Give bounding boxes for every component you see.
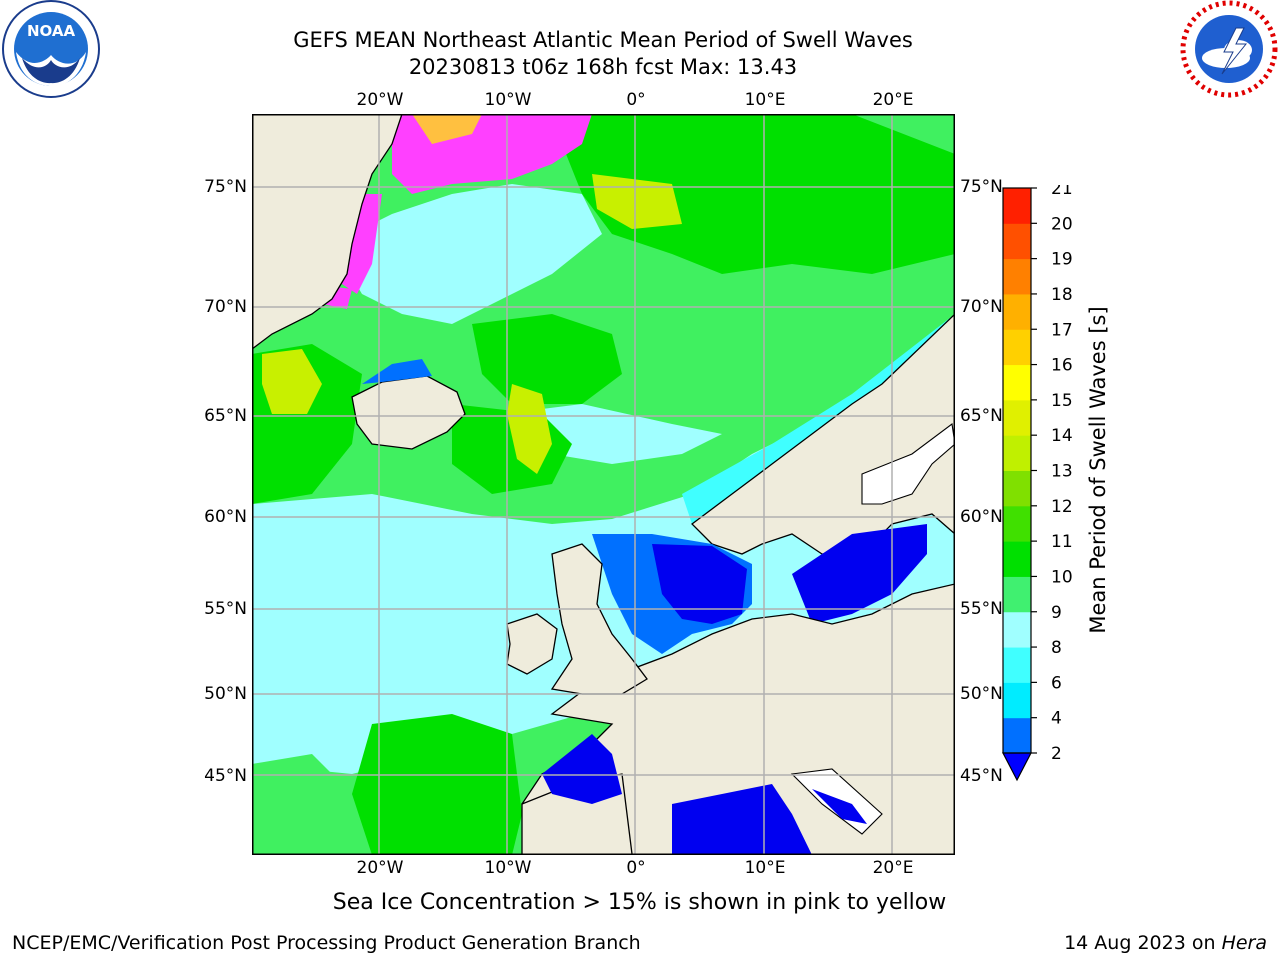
lon-label-bottom: 0°	[626, 858, 646, 878]
colorbar-tick-label: 9	[1051, 603, 1062, 623]
lat-label-right: 50°N	[960, 684, 1003, 704]
nws-logo	[1180, 0, 1278, 98]
footer-credit: NCEP/EMC/Verification Post Processing Pr…	[12, 932, 641, 954]
footer-date: 14 Aug 2023 on Hera	[1064, 932, 1267, 954]
colorbar-tick-label: 17	[1051, 320, 1073, 340]
lon-label-bottom: 20°E	[872, 858, 914, 878]
lon-label-bottom: 10°E	[744, 858, 786, 878]
colorbar-label: Mean Period of Swell Waves [s]	[1086, 306, 1110, 634]
lat-label-left: 50°N	[204, 684, 247, 704]
swell-max-area	[262, 349, 322, 414]
footer-machine: Hera	[1221, 932, 1267, 954]
lat-label-left: 70°N	[204, 297, 247, 317]
noaa-logo-text: NOAA	[27, 22, 76, 40]
colorbar-segment	[1003, 364, 1031, 401]
colorbar-tick-label: 2	[1051, 744, 1062, 764]
colorbar-tick-label: 20	[1051, 214, 1073, 234]
mediterranean-sea	[672, 784, 812, 855]
colorbar-segment	[1003, 576, 1031, 613]
lat-label-left: 55°N	[204, 599, 247, 619]
colorbar-tick-label: 19	[1051, 250, 1073, 270]
lat-label-right: 65°N	[960, 406, 1003, 426]
colorbar-tick-label: 6	[1051, 673, 1062, 693]
colorbar-tick-label: 21	[1051, 185, 1073, 199]
colorbar-tick-label: 12	[1051, 497, 1073, 517]
lat-label-left: 60°N	[204, 507, 247, 527]
colorbar: 2 4 6 8 9 10 11 12 13 14 15 16 17 18 19 20 21	[1002, 185, 1073, 782]
lat-label-right: 75°N	[960, 177, 1003, 197]
colorbar-segment	[1003, 647, 1031, 683]
chart-title: GEFS MEAN Northeast Atlantic Mean Period…	[293, 28, 913, 52]
lat-label-right: 45°N	[960, 766, 1003, 786]
colorbar-tick-label: 10	[1051, 567, 1073, 587]
lon-label-bottom: 10°W	[484, 858, 532, 878]
lat-label-left: 45°N	[204, 766, 247, 786]
lat-label-left: 75°N	[204, 177, 247, 197]
colorbar-tick-label: 4	[1051, 709, 1062, 729]
lat-label-left: 65°N	[204, 406, 247, 426]
sea-ice-note: Sea Ice Concentration > 15% is shown in …	[332, 890, 947, 915]
biscay-bay	[542, 734, 622, 804]
colorbar-segment	[1003, 682, 1031, 719]
colorbar-tick-label: 14	[1051, 426, 1073, 446]
colorbar-segment	[1003, 399, 1031, 436]
colorbar-segment	[1003, 329, 1031, 366]
colorbar-segment	[1003, 188, 1031, 224]
lon-label-bottom: 20°W	[356, 858, 404, 878]
baltic-sea	[792, 524, 927, 624]
bothnia-gulf	[861, 423, 955, 505]
colorbar-segment	[1003, 611, 1031, 648]
colorbar-extend-arrow	[1002, 752, 1032, 782]
lat-label-right: 60°N	[960, 507, 1003, 527]
lat-label-right: 55°N	[960, 599, 1003, 619]
noaa-logo: NOAA	[2, 0, 100, 98]
swell-band-6-8	[682, 314, 955, 524]
ireland-land	[506, 613, 558, 675]
colorbar-segment	[1003, 717, 1031, 754]
greenland-land	[252, 114, 403, 350]
colorbar-tick-label: 13	[1051, 462, 1073, 482]
graticule	[252, 114, 955, 855]
lon-label-top: 20°E	[872, 90, 914, 110]
lon-label-top: 0°	[626, 90, 646, 110]
colorbar-segment	[1003, 258, 1031, 295]
lon-label-top: 20°W	[356, 90, 404, 110]
colorbar-tick-label: 18	[1051, 285, 1073, 305]
lat-label-right: 70°N	[960, 297, 1003, 317]
lon-label-top: 10°E	[744, 90, 786, 110]
map-plot	[252, 114, 955, 855]
colorbar-segment	[1003, 505, 1031, 542]
colorbar-tick-label: 8	[1051, 638, 1062, 658]
colorbar-tick-label: 16	[1051, 356, 1073, 376]
colorbar-tick-label: 15	[1051, 391, 1073, 411]
chart-subtitle: 20230813 t06z 168h fcst Max: 13.43	[408, 55, 798, 79]
colorbar-segment	[1003, 470, 1031, 507]
lon-label-top: 10°W	[484, 90, 532, 110]
footer-date-text: 14 Aug 2023 on	[1064, 932, 1222, 954]
colorbar-segment	[1003, 541, 1031, 577]
map-frame	[252, 114, 955, 855]
colorbar-tick-label: 11	[1051, 532, 1073, 552]
swell-band-10-11	[552, 114, 955, 274]
colorbar-segment	[1003, 293, 1031, 330]
colorbar-segment	[1003, 223, 1031, 260]
colorbar-segment	[1003, 435, 1031, 471]
